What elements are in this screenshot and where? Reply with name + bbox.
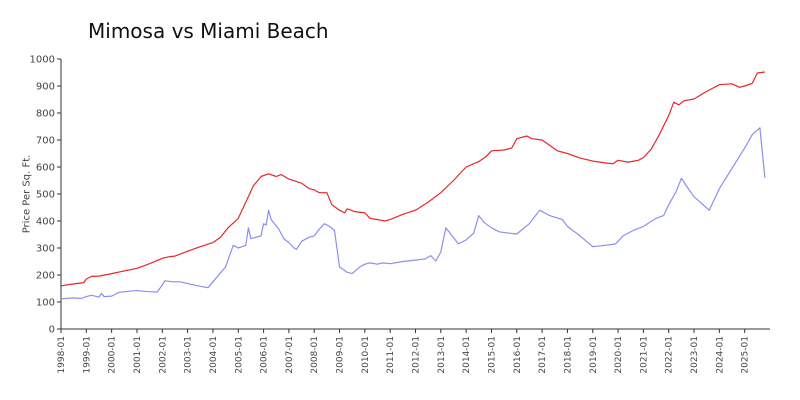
x-tick-label: 2009-01 [336,336,346,374]
y-tick-label: 1000 [30,55,55,66]
x-tick-label: 2019-01 [589,336,599,374]
x-tick-label: 2014-01 [462,336,472,374]
x-tick-label: 2013-01 [437,336,447,374]
y-tick-label: 900 [36,82,55,93]
series-line-1 [60,71,765,287]
x-tick-label: 1999-01 [82,336,92,374]
series-line-2 [60,127,766,300]
y-tick-label: 700 [36,136,55,147]
x-tick-label: 2005-01 [234,336,244,374]
x-tick-label: 2006-01 [260,336,270,374]
x-tick-label: 2016-01 [513,336,523,374]
y-tick-label: 500 [36,190,55,201]
y-tick-label: 400 [36,217,55,228]
x-tick-label: 2023-01 [690,336,700,374]
x-tick-label: 2020-01 [614,336,624,374]
x-tick-label: 2011-01 [386,336,396,374]
chart-title: Mimosa vs Miami Beach [88,19,329,43]
x-tick-label: 2012-01 [412,336,422,374]
x-tick-label: 2018-01 [563,336,573,374]
y-tick-label: 600 [36,163,55,174]
x-tick-label: 2008-01 [310,336,320,374]
x-tick-label: 2017-01 [538,336,548,374]
x-tick-label: 2001-01 [133,336,143,374]
x-tick-label: 2021-01 [639,336,649,374]
x-tick-label: 2015-01 [487,336,497,374]
x-tick-label: 2007-01 [285,336,295,374]
x-tick-label: 1998-01 [57,336,67,374]
x-tick-label: 2000-01 [108,336,118,374]
y-tick-label: 200 [36,271,55,282]
x-tick-label: 2002-01 [158,336,168,374]
x-tick-label: 2010-01 [361,336,371,374]
x-tick-label: 2003-01 [184,336,194,374]
x-tick-label: 2022-01 [665,336,675,374]
x-tick-label: 2025-01 [741,336,751,374]
y-tick-label: 800 [36,109,55,120]
y-tick-label: 300 [36,244,55,255]
x-tick-label: 2024-01 [715,336,725,374]
y-tick-label: 100 [36,298,55,309]
x-tick-label: 2004-01 [209,336,219,374]
y-tick-label: 0 [49,325,55,336]
